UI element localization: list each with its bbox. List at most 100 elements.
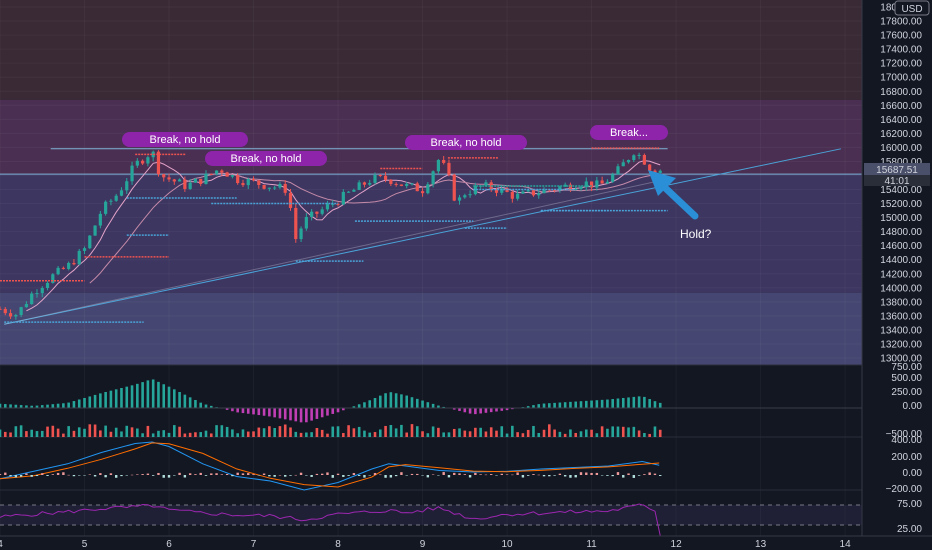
macd-histogram-bar — [305, 475, 308, 476]
histogram-bar — [283, 408, 287, 420]
rsi-line — [0, 503, 661, 536]
candle-up — [500, 188, 504, 193]
histogram-bar — [35, 405, 39, 408]
candle-down — [167, 177, 171, 180]
price-zones — [0, 0, 862, 365]
volume-bar — [305, 432, 308, 437]
volume-bar — [46, 426, 49, 437]
macd-histogram-bar — [574, 475, 577, 478]
candle-down — [262, 184, 266, 189]
price-tag-value: 15687.51 — [876, 165, 918, 176]
candle-up — [431, 171, 435, 185]
trendline-group — [4, 148, 841, 325]
macd-histogram-bar — [442, 472, 445, 475]
time-axis-ticks: 4 5 6 7 8 9 10 11 12 13 14 — [0, 539, 851, 550]
candle-down — [442, 159, 446, 163]
volume-bar — [252, 431, 255, 437]
volume-bar — [30, 429, 33, 437]
macd-histogram-bar — [585, 472, 588, 475]
candle-down — [399, 184, 404, 186]
price-tick-label: 16400.00 — [880, 115, 922, 126]
price-tick-label: 14800.00 — [880, 227, 922, 238]
candle-up — [595, 180, 599, 188]
candle-up — [521, 191, 525, 194]
grid-lines — [0, 0, 862, 536]
dashed-level-markers — [0, 147, 668, 323]
candle-up — [88, 235, 92, 249]
macd-histogram-bar — [357, 475, 361, 476]
volume-bar — [183, 433, 187, 437]
macd-histogram-bar — [394, 475, 398, 477]
histogram-bar — [299, 408, 303, 423]
macd-histogram-bar — [437, 475, 440, 476]
histogram-bar — [600, 399, 604, 408]
candle-up — [605, 181, 610, 184]
macd-histogram-bar — [373, 472, 377, 475]
candle-down — [72, 262, 76, 265]
volume-bar — [99, 430, 102, 437]
candle-up — [119, 190, 124, 196]
candle-up — [352, 189, 356, 192]
time-tick-label: 5 — [82, 539, 88, 550]
currency-badge[interactable]: USD — [894, 0, 930, 16]
price-tick-label: 13200.00 — [880, 339, 922, 350]
volume-bar — [3, 431, 7, 437]
candle-up — [341, 191, 345, 205]
candle-up — [304, 216, 308, 229]
histogram-bar — [389, 392, 393, 408]
macd-histogram-bar — [643, 474, 646, 475]
price-tick-label: 14200.00 — [880, 269, 922, 280]
price-axis-background — [862, 0, 932, 536]
volume-bar — [178, 426, 181, 437]
histogram-bar — [315, 408, 319, 419]
volume-bar — [315, 428, 319, 437]
candle-down — [510, 191, 514, 199]
macd-histogram-bar — [167, 475, 171, 478]
time-tick-label: 11 — [586, 539, 597, 550]
macd-histogram-bar — [331, 475, 334, 478]
histogram-bar — [30, 405, 33, 408]
candle-up — [214, 170, 219, 174]
macd-histogram-bar — [659, 475, 662, 476]
histogram-bar — [188, 397, 192, 408]
candle-up — [405, 183, 409, 186]
macd-histogram-bar — [416, 473, 419, 475]
candle-down — [8, 313, 13, 317]
volume-bar — [606, 428, 609, 437]
histogram-bar — [114, 389, 118, 408]
volume-bar — [373, 432, 377, 437]
histogram-bar — [257, 408, 261, 416]
candle-down — [251, 179, 256, 181]
macd-histogram-bar — [0, 474, 2, 475]
candle-up — [278, 183, 282, 188]
volume-bar — [83, 428, 86, 437]
histogram-bar — [511, 408, 514, 410]
macd-histogram-bar — [468, 475, 472, 478]
candle-up — [368, 182, 372, 185]
volume-bar — [584, 429, 588, 437]
macd-histogram-bar — [542, 475, 546, 477]
candle-up — [632, 155, 636, 160]
candle-up — [98, 213, 102, 226]
candle-down — [294, 207, 298, 240]
volume-bar — [51, 425, 55, 437]
volume-bar — [437, 427, 440, 437]
volume-bar — [542, 429, 546, 437]
zone-top-background — [0, 0, 862, 100]
price-tick-label: 15000.00 — [880, 213, 922, 224]
histogram-bar — [484, 408, 488, 413]
volume-bar — [352, 428, 356, 437]
candle-up — [40, 288, 44, 294]
candles-group — [0, 150, 662, 320]
volume-bar — [479, 427, 482, 437]
histogram-bar — [146, 380, 150, 408]
volume-bar — [426, 433, 430, 437]
volume-bar — [431, 426, 435, 437]
histogram-bar — [104, 392, 107, 408]
candle-down — [648, 164, 652, 171]
histogram-bar — [357, 404, 361, 408]
volume-bar — [452, 428, 456, 437]
candle-up — [373, 174, 377, 183]
volume-bar — [347, 425, 350, 437]
